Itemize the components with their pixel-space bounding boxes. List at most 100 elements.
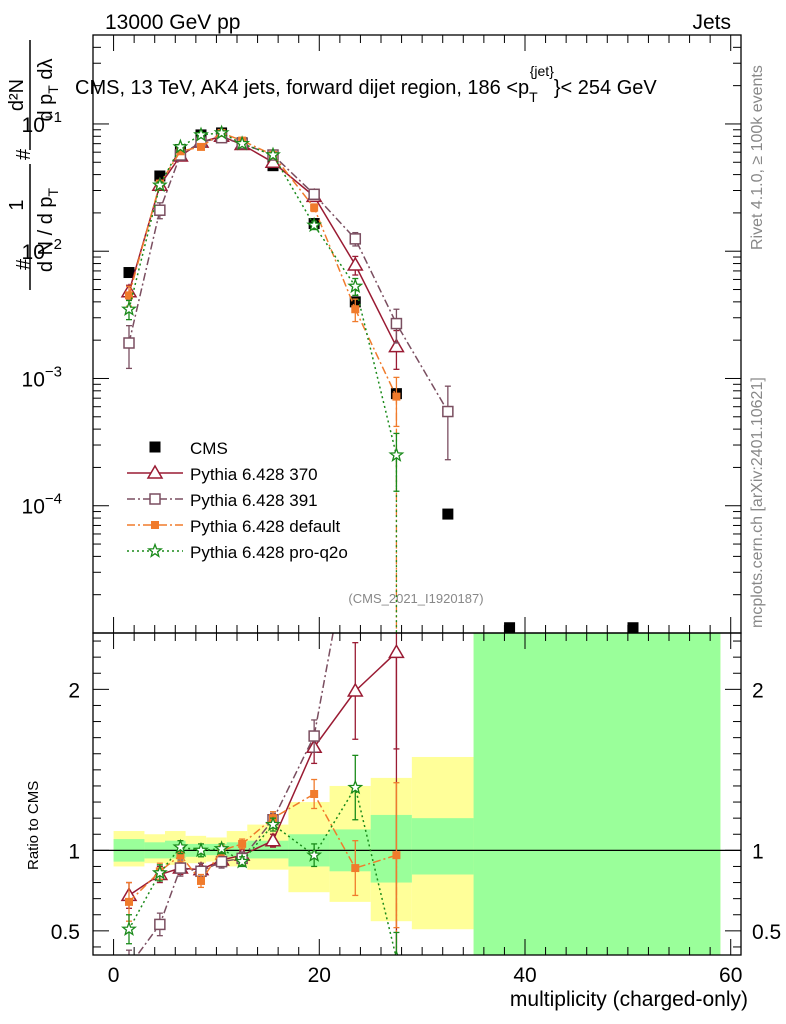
legend-entry-2: Pythia 6.428 391 <box>127 491 318 510</box>
main-line-4 <box>128 132 398 456</box>
side-label-rivet: Rivet 4.1.0, ≥ 100k events <box>749 65 766 250</box>
main-point-2-0 <box>123 337 135 349</box>
legend-entry-4: Pythia 6.428 pro-q2o <box>127 542 348 562</box>
x-axis-label: multiplicity (charged-only) <box>510 988 748 1011</box>
chart-title: CMS, 13 TeV, AK4 jets, forward dijet reg… <box>75 63 657 105</box>
main-point-4-3 <box>193 126 209 142</box>
ratio-point-4-1 <box>151 864 168 880</box>
main-point-4-8 <box>347 277 364 294</box>
main-point-1-9 <box>388 338 405 353</box>
ratio-point-2-2 <box>174 862 187 874</box>
main-line-3 <box>128 132 398 397</box>
y-tick-label-ratio-left-1: 1 <box>68 840 80 863</box>
main-point-1-8 <box>346 256 364 271</box>
svg-text:d N / d pT: d N / d pT <box>35 187 61 272</box>
main-point-3-8 <box>351 305 360 314</box>
main-line-2 <box>128 136 449 412</box>
main-point-2-7 <box>308 188 320 201</box>
side-label-mcplots: mcplots.cern.ch [arXiv:2401.10621] <box>749 377 766 628</box>
ratio-point-3-8 <box>351 864 360 873</box>
title-post: }< 254 GeV <box>554 77 658 99</box>
main-point-2-1 <box>154 204 166 216</box>
x-tick-label-0: 0 <box>108 964 120 987</box>
main-point-3-0 <box>125 291 133 300</box>
band-stat-10 <box>411 818 474 875</box>
band-stat-4 <box>206 843 227 856</box>
main-point-3-9 <box>392 392 401 401</box>
y-tick-label-ratio-right-0: 0.5 <box>752 921 781 944</box>
legend-marker-2 <box>149 493 161 505</box>
ratio-point-3-3 <box>197 876 205 885</box>
main-point-2-9 <box>390 317 403 330</box>
legend-entry-0: CMS <box>149 439 228 458</box>
main-series-2 <box>123 131 454 461</box>
main-point-3-2 <box>176 147 185 156</box>
main-point-4-1 <box>151 176 168 193</box>
ratio-point-1-6 <box>264 832 282 847</box>
ratio-point-3-0 <box>125 897 133 906</box>
title-sup: {jet} <box>530 63 554 79</box>
main-point-2-8 <box>349 233 362 245</box>
ratio-point-3-2 <box>176 851 185 860</box>
legend-marker-0 <box>149 441 161 453</box>
x-tick-label-2: 40 <box>513 964 536 987</box>
ratio-point-3-9 <box>392 851 401 860</box>
y-axis-label-ratio: Ratio to CMS <box>25 781 42 870</box>
y-tick-label-main-3: 10−1 <box>22 109 62 137</box>
main-point-4-7 <box>306 216 323 233</box>
ratio-point-4-9 <box>394 949 399 955</box>
main-point-1-6 <box>264 153 282 169</box>
ratio-point-2-4 <box>215 855 228 868</box>
svg-text:1: 1 <box>6 199 28 210</box>
x-tick-label-3: 60 <box>719 964 742 987</box>
legend: CMS Pythia 6.428 370 Pythia 6.428 391 Pythi… <box>127 439 348 562</box>
ratio-point-4-4 <box>213 840 230 856</box>
main-point-4-0 <box>121 300 137 317</box>
ratio-bands <box>113 633 721 955</box>
ratio-point-1-9 <box>388 643 405 659</box>
legend-marker-3 <box>151 521 159 529</box>
ratio-point-4-7 <box>306 846 323 862</box>
main-series-4 <box>121 124 405 633</box>
ratio-point-2-1 <box>154 918 166 931</box>
main-point-4-6 <box>265 146 281 162</box>
main-series-1 <box>120 127 405 370</box>
legend-marker-4 <box>147 542 163 558</box>
main-point-0-0 <box>123 267 135 279</box>
y-tick-label-ratio-right-2: 2 <box>752 679 764 702</box>
legend-label-2: Pythia 6.428 391 <box>190 491 318 510</box>
ratio-line-3 <box>128 792 397 903</box>
svg-text:d²N: d²N <box>6 79 28 111</box>
ratio-point-3-7 <box>310 790 319 798</box>
main-point-4-5 <box>234 135 251 151</box>
main-point-4-2 <box>172 138 189 154</box>
ratio-line-4 <box>128 785 397 955</box>
y-tick-label-main-1: 10−3 <box>22 363 62 391</box>
y-tick-label-main-0: 10−4 <box>22 491 62 519</box>
ratio-point-2-8 <box>350 507 360 517</box>
header-right: Jets <box>692 11 731 34</box>
title-sub: T <box>529 89 538 105</box>
ratio-point-4-6 <box>265 816 281 832</box>
legend-marker-1 <box>146 464 164 479</box>
main-panel <box>120 124 639 633</box>
axes: 0 20 40 60 10−4 10−3 10−2 10−1 0.5 0.5 1 1 2 2 <box>22 34 781 987</box>
x-tick-label-1: 20 <box>308 964 331 987</box>
ratio-point-4-2 <box>172 838 189 854</box>
ratio-point-4-3 <box>193 842 209 858</box>
ratio-frame <box>92 632 742 956</box>
y-tick-label-ratio-right-1: 1 <box>752 840 764 863</box>
ratio-line-1 <box>128 651 397 897</box>
ratio-point-4-0 <box>121 920 137 937</box>
legend-entry-3: Pythia 6.428 default <box>127 517 341 536</box>
ratio-point-3-5 <box>238 839 247 848</box>
y-tick-label-ratio-left-0: 0.5 <box>51 921 80 944</box>
ratio-point-2-7 <box>308 730 320 742</box>
svg-text:#: # <box>13 148 35 160</box>
band-stat-9 <box>370 814 412 883</box>
y-tick-label-ratio-left-2: 2 <box>68 679 80 702</box>
svg-text:d pT dλ: d pT dλ <box>35 58 61 121</box>
legend-label-1: Pythia 6.428 370 <box>190 465 318 484</box>
main-point-4-4 <box>213 124 230 140</box>
